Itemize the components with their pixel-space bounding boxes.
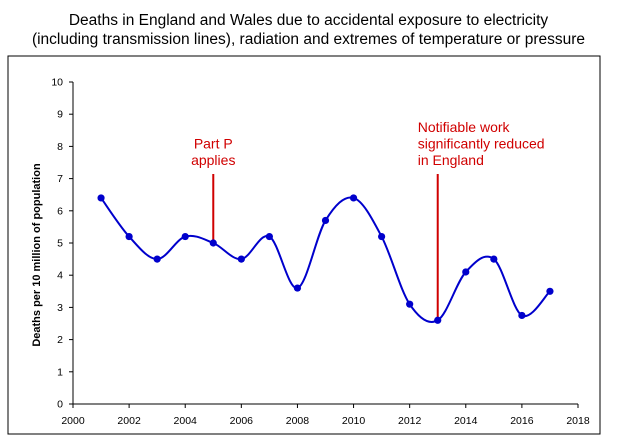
chart-title-line-2: (including transmission lines), radiatio… — [31, 31, 586, 48]
data-point — [125, 232, 133, 241]
x-tick-label: 2002 — [117, 415, 141, 427]
x-tick-label: 2018 — [566, 415, 590, 427]
x-tick-label: 2006 — [230, 415, 254, 427]
data-point — [434, 316, 442, 324]
data-point — [378, 232, 386, 241]
data-point — [237, 255, 245, 263]
annotation-text-line: significantly reduced — [418, 136, 545, 152]
annotation-text-line: Notifiable work — [418, 119, 511, 135]
data-point — [209, 239, 217, 247]
x-tick-label: 2010 — [342, 415, 366, 427]
data-point — [518, 311, 526, 320]
y-tick-label: 7 — [57, 173, 63, 185]
annotation-text-line: applies — [191, 152, 235, 168]
data-point — [406, 300, 414, 308]
series-line-deaths — [100, 196, 551, 323]
y-tick-label: 8 — [57, 141, 63, 153]
y-tick-label: 9 — [57, 109, 63, 121]
y-tick-label: 2 — [57, 334, 63, 346]
annotation-text-line: Part P — [194, 136, 233, 152]
data-point — [321, 216, 330, 225]
y-tick-label: 5 — [57, 238, 63, 250]
x-tick-label: 2000 — [61, 415, 85, 427]
data-point — [97, 194, 105, 202]
y-tick-label: 10 — [51, 77, 63, 89]
chart-title-line-1: Deaths in England and Wales due to accid… — [68, 12, 549, 29]
data-point — [293, 284, 302, 292]
x-tick-label: 2016 — [510, 415, 534, 427]
y-tick-label: 3 — [57, 302, 63, 314]
data-point — [181, 232, 189, 241]
data-point — [490, 255, 498, 263]
x-tick-label: 2014 — [454, 415, 478, 427]
y-tick-label: 0 — [57, 399, 63, 411]
data-point — [462, 268, 470, 276]
y-tick-label: 6 — [57, 205, 63, 217]
x-tick-label: 2012 — [398, 415, 422, 427]
y-tick-label: 4 — [57, 270, 63, 282]
data-point — [349, 194, 358, 202]
y-axis-label: Deaths per 10 million of population — [31, 163, 43, 347]
data-point — [546, 287, 554, 295]
data-point — [265, 232, 273, 241]
data-point — [153, 255, 161, 263]
x-tick-label: 2008 — [286, 415, 310, 427]
chart-frame — [7, 55, 601, 435]
y-tick-label: 1 — [57, 366, 63, 378]
annotation-text-line: in England — [418, 152, 484, 168]
x-tick-label: 2004 — [174, 415, 198, 427]
